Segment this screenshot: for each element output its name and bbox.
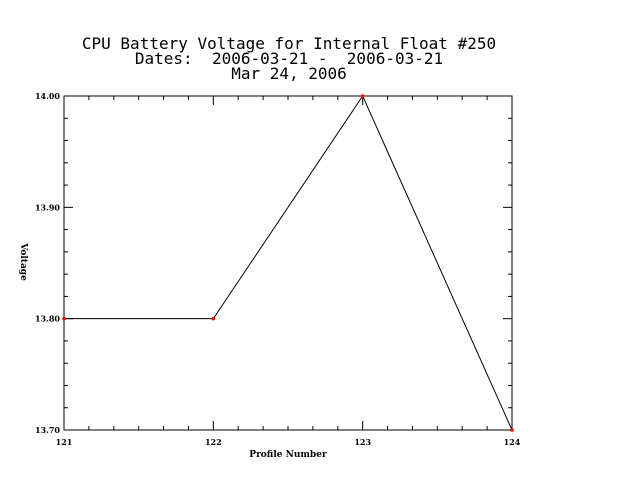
data-series xyxy=(62,94,514,432)
data-point xyxy=(211,316,216,321)
y-tick-label: 13.70 xyxy=(35,425,60,435)
series-line xyxy=(64,94,513,431)
y-tick-label: 13.80 xyxy=(35,314,60,324)
y-tick-label: 14.00 xyxy=(35,91,60,101)
x-tick-label: 123 xyxy=(354,437,371,447)
x-tick-label: 122 xyxy=(205,437,222,447)
x-tick-label: 124 xyxy=(504,437,521,447)
axis-tick-labels: 13.70 13.80 13.90 14.00 121 122 123 124 xyxy=(35,91,521,447)
data-point xyxy=(510,428,514,432)
data-point xyxy=(62,316,66,321)
chart-title-line-2: Dates: 2006-03-21 - 2006-03-21 xyxy=(134,49,444,68)
x-tick-label: 121 xyxy=(56,437,73,447)
y-axis-title: Voltage xyxy=(18,242,28,281)
data-point xyxy=(360,94,365,98)
plot-frame xyxy=(63,95,513,431)
x-axis-title: Profile Number xyxy=(249,450,327,460)
chart-title-line-1: CPU Battery Voltage for Internal Float #… xyxy=(81,34,497,53)
y-tick-label: 13.90 xyxy=(35,202,60,212)
chart-title: CPU Battery Voltage for Internal Float #… xyxy=(0,34,578,83)
axis-ticks xyxy=(63,95,513,431)
chart-title-line-3: Mar 24, 2006 xyxy=(231,64,347,83)
